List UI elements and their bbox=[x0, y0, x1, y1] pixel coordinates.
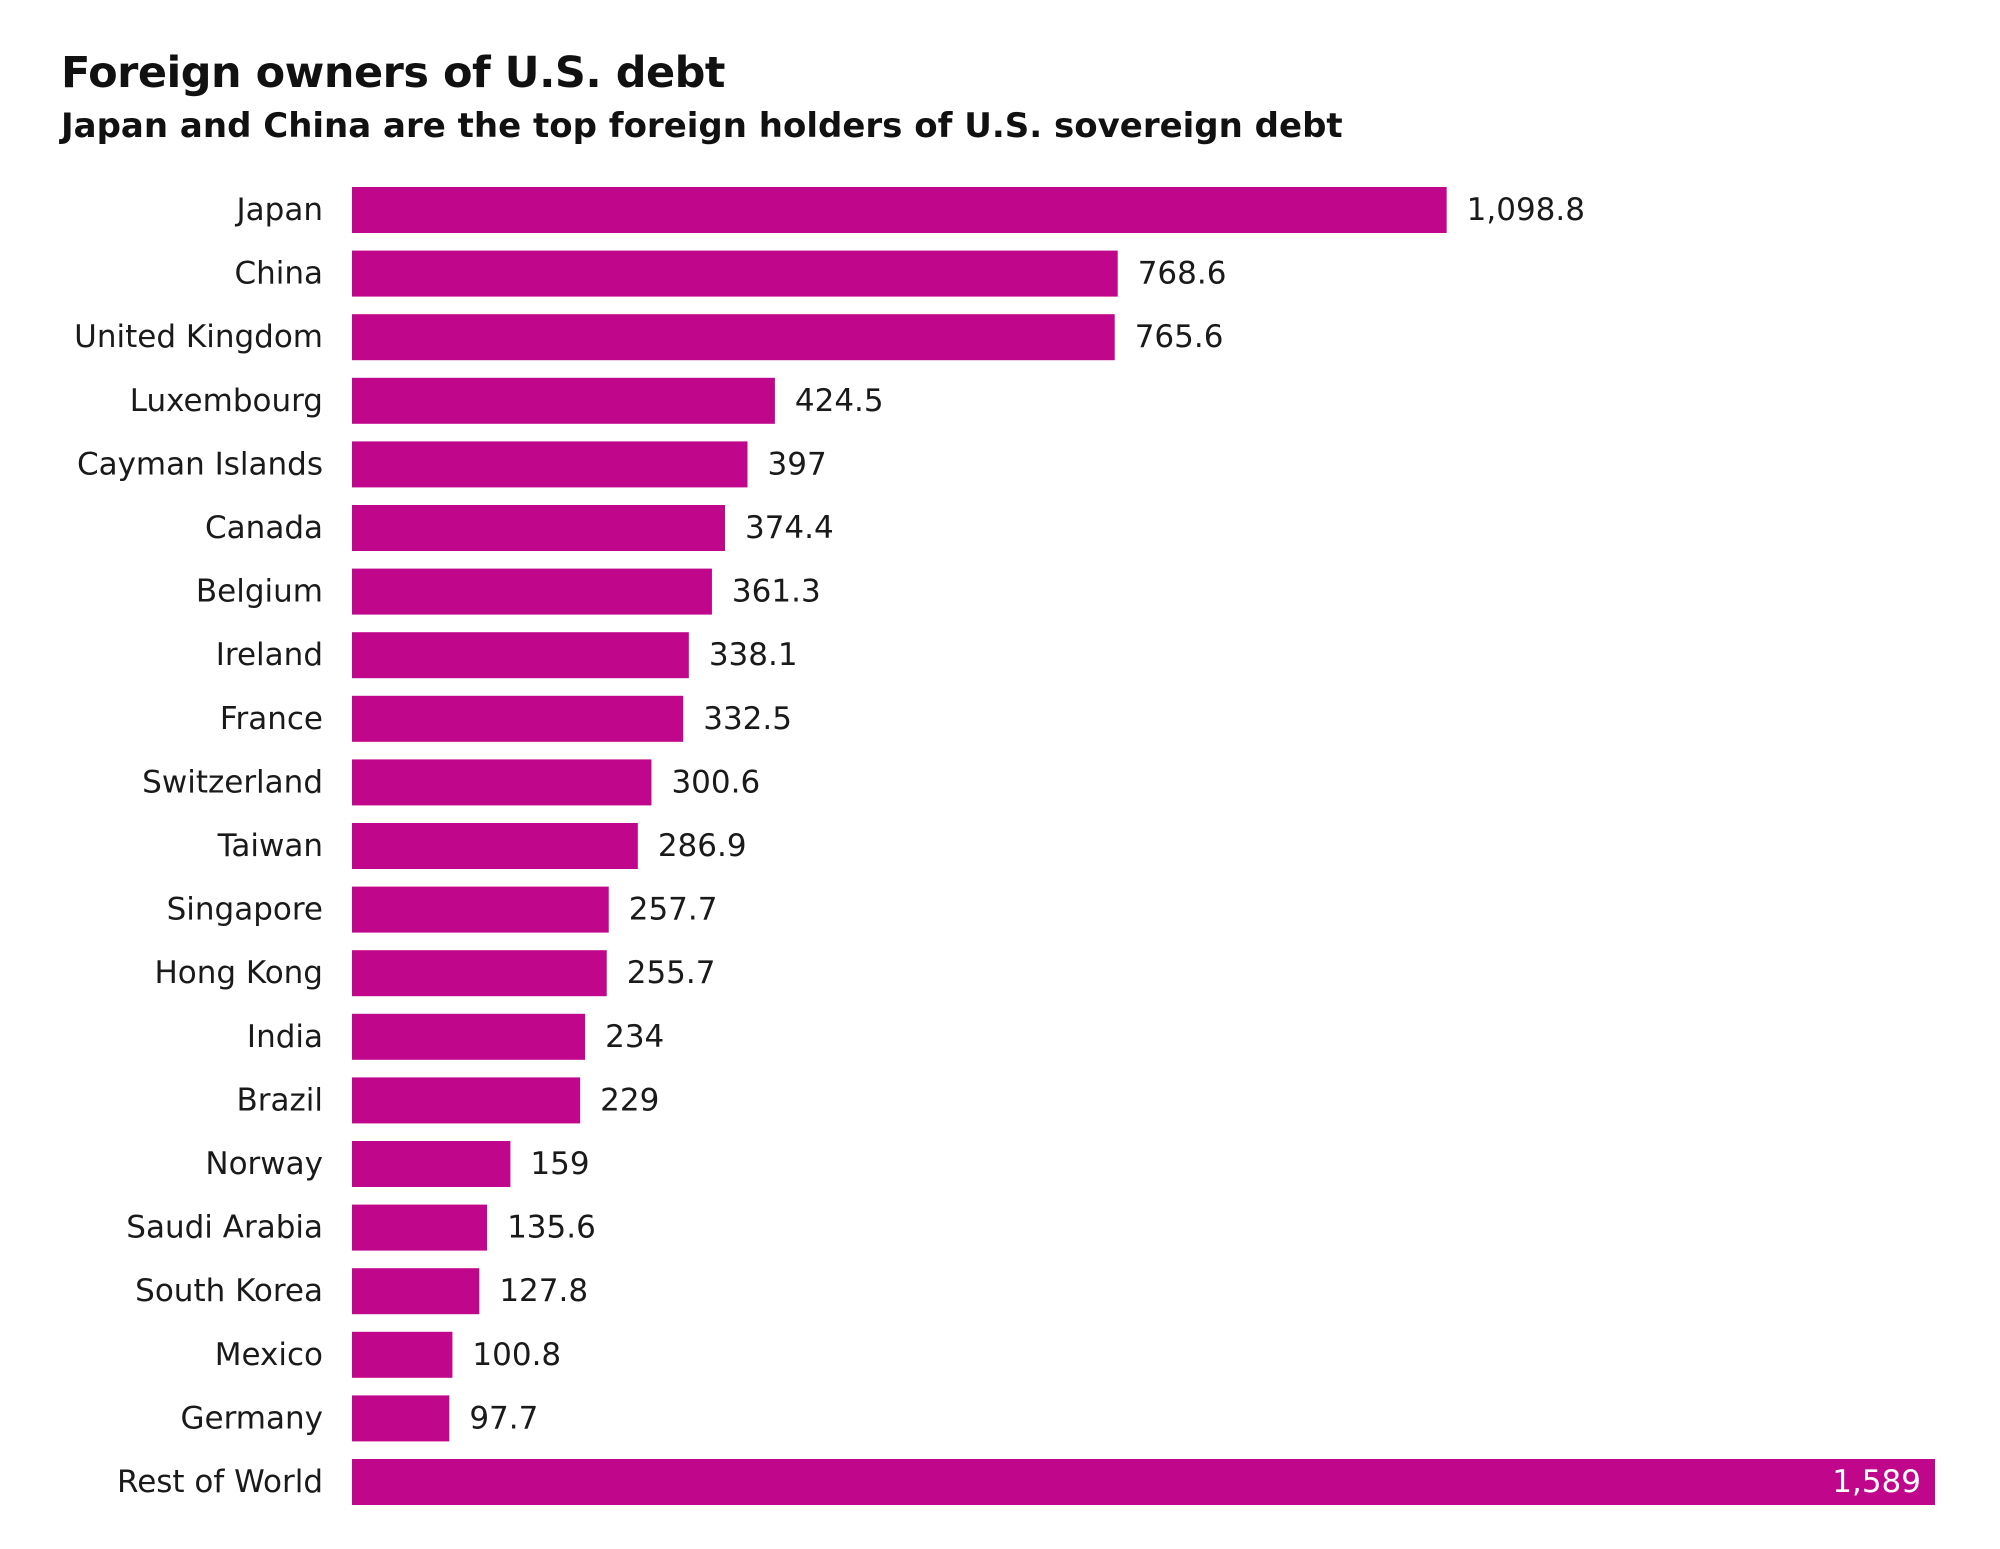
category-label: Singapore bbox=[167, 892, 323, 928]
bar-row: Mexico 100.8 bbox=[215, 1331, 561, 1378]
bar bbox=[352, 1268, 480, 1315]
bar-row: South Korea 127.8 bbox=[135, 1268, 588, 1315]
category-label: South Korea bbox=[135, 1273, 323, 1309]
value-label: 229 bbox=[600, 1082, 659, 1118]
bar bbox=[352, 950, 607, 997]
bar bbox=[352, 759, 652, 806]
value-label: 374.4 bbox=[745, 510, 834, 546]
category-label: Luxembourg bbox=[130, 383, 323, 419]
bar bbox=[352, 695, 684, 742]
category-label: United Kingdom bbox=[74, 319, 323, 355]
bar bbox=[352, 1077, 581, 1124]
value-label: 159 bbox=[530, 1146, 589, 1182]
bar-row: Luxembourg 424.5 bbox=[130, 377, 884, 424]
bar bbox=[352, 1204, 488, 1251]
category-label: India bbox=[247, 1019, 323, 1055]
category-label: Norway bbox=[205, 1146, 323, 1182]
bar-row: Singapore 257.7 bbox=[167, 886, 718, 933]
bar bbox=[352, 1331, 453, 1378]
value-label: 1,589 bbox=[1832, 1464, 1921, 1500]
bar-row: Hong Kong 255.7 bbox=[154, 950, 716, 997]
bar-row: Cayman Islands 397 bbox=[77, 441, 827, 488]
bar-row: Canada 374.4 bbox=[205, 505, 834, 551]
category-label: Taiwan bbox=[217, 828, 323, 864]
bar bbox=[352, 377, 775, 424]
chart-title: Foreign owners of U.S. debt bbox=[61, 48, 725, 98]
bar bbox=[352, 250, 1118, 297]
bar bbox=[352, 1141, 511, 1187]
bar-row: Rest of World 1,589 bbox=[117, 1459, 1935, 1505]
bar-row: Germany 97.7 bbox=[181, 1395, 538, 1442]
category-label: Canada bbox=[205, 510, 323, 546]
bar-row: United Kingdom 765.6 bbox=[74, 314, 1224, 361]
value-label: 361.3 bbox=[732, 574, 821, 610]
bar-row: Brazil 229 bbox=[236, 1077, 659, 1124]
value-label: 332.5 bbox=[703, 701, 792, 737]
value-label: 1,098.8 bbox=[1467, 192, 1585, 228]
value-label: 338.1 bbox=[709, 637, 798, 673]
value-label: 768.6 bbox=[1138, 256, 1227, 292]
bar-row: Ireland 338.1 bbox=[216, 632, 798, 679]
category-label: Germany bbox=[181, 1400, 323, 1436]
value-label: 765.6 bbox=[1135, 319, 1224, 355]
bar bbox=[352, 886, 609, 933]
category-label: Switzerland bbox=[142, 764, 323, 800]
bar bbox=[352, 632, 689, 679]
bar bbox=[352, 441, 748, 488]
bar bbox=[352, 187, 1447, 233]
value-label: 100.8 bbox=[472, 1337, 561, 1373]
category-label: Ireland bbox=[216, 637, 323, 673]
value-label: 286.9 bbox=[658, 828, 747, 864]
bar bbox=[352, 1459, 1935, 1505]
bar bbox=[352, 505, 725, 551]
bar-row: Taiwan 286.9 bbox=[217, 823, 747, 869]
value-label: 300.6 bbox=[671, 764, 760, 800]
bar-row: Switzerland 300.6 bbox=[142, 759, 760, 806]
bar-row: India 234 bbox=[247, 1013, 664, 1060]
category-label: Rest of World bbox=[117, 1464, 323, 1500]
category-label: Mexico bbox=[215, 1337, 323, 1373]
bar-row: France 332.5 bbox=[220, 695, 792, 742]
value-label: 135.6 bbox=[507, 1210, 596, 1246]
bar-row: Japan 1,098.8 bbox=[235, 187, 1585, 233]
bar bbox=[352, 823, 638, 869]
bar-row: China 768.6 bbox=[234, 250, 1227, 297]
value-label: 424.5 bbox=[795, 383, 884, 419]
value-label: 234 bbox=[605, 1019, 664, 1055]
category-label: China bbox=[234, 256, 323, 292]
category-label: Brazil bbox=[236, 1082, 323, 1118]
value-label: 397 bbox=[768, 446, 827, 482]
bar bbox=[352, 568, 712, 615]
bar bbox=[352, 1013, 586, 1060]
bar-row: Belgium 361.3 bbox=[196, 568, 821, 615]
value-label: 127.8 bbox=[499, 1273, 588, 1309]
value-label: 257.7 bbox=[629, 892, 718, 928]
category-label: Cayman Islands bbox=[77, 446, 323, 482]
category-label: Belgium bbox=[196, 574, 323, 610]
value-label: 255.7 bbox=[627, 955, 716, 991]
category-label: Japan bbox=[235, 192, 323, 228]
bar-row: Saudi Arabia 135.6 bbox=[126, 1204, 596, 1251]
value-label: 97.7 bbox=[469, 1400, 538, 1436]
bar-row: Norway 159 bbox=[205, 1141, 590, 1187]
chart-subtitle: Japan and China are the top foreign hold… bbox=[61, 106, 1343, 146]
category-label: Saudi Arabia bbox=[126, 1210, 323, 1246]
bar bbox=[352, 314, 1115, 361]
category-label: France bbox=[220, 701, 323, 737]
bar bbox=[352, 1395, 450, 1442]
category-label: Hong Kong bbox=[154, 955, 323, 991]
